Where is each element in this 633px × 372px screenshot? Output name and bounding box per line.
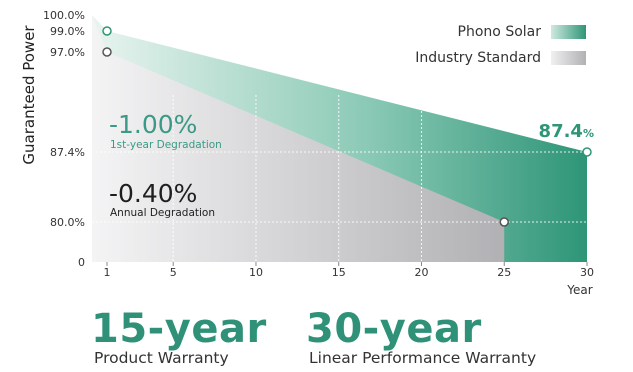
- industry-standard-year1-marker: [102, 47, 112, 57]
- end-value-unit: %: [583, 127, 594, 140]
- x-tick-label: 30: [580, 266, 594, 279]
- y-tick-label: 80.0%: [50, 216, 85, 229]
- first-year-degradation-caption: 1st-year Degradation: [110, 139, 222, 151]
- industry-standard-area: [92, 15, 505, 262]
- legend-swatch: [551, 25, 586, 39]
- x-tick-label: 25: [497, 266, 511, 279]
- y-tick-label: 87.4%: [50, 146, 85, 159]
- y-tick-label: 100.0%: [43, 9, 85, 22]
- x-tick-label: 5: [170, 266, 177, 279]
- x-tick-label: 1: [104, 266, 111, 279]
- y-tick-label: 99.0%: [50, 25, 85, 38]
- y-axis-title: Guaranteed Power: [20, 25, 38, 165]
- phono-solar-year30-marker: [582, 147, 592, 157]
- annual-degradation-caption: Annual Degradation: [110, 207, 216, 219]
- x-tick-label: 20: [414, 266, 428, 279]
- y-tick-label: 0: [78, 256, 85, 269]
- industry-standard-year25-marker: [499, 217, 509, 227]
- performance-warranty-years: 30-year: [306, 306, 482, 352]
- first-year-degradation-value: -1.00%: [109, 110, 198, 139]
- end-value-number: 87.4: [539, 121, 583, 142]
- phono-solar-year1-marker: [102, 26, 112, 36]
- x-tick-label: 10: [249, 266, 263, 279]
- legend-swatch: [551, 51, 586, 65]
- performance-warranty-label: Linear Performance Warranty: [309, 349, 537, 367]
- warranty-chart: 0 80.0% 87.4% 97.0% 99.0% 100.0% Guaranteed Po…: [20, 9, 594, 297]
- end-value-label: 87.4%: [539, 121, 594, 142]
- annual-degradation-value: -0.40%: [109, 179, 198, 208]
- legend-item-industry-standard: Industry Standard: [415, 50, 541, 66]
- product-warranty-years: 15-year: [91, 306, 267, 352]
- product-warranty-label: Product Warranty: [94, 349, 229, 367]
- x-tick-label: 15: [332, 266, 346, 279]
- x-axis-title: Year: [566, 283, 592, 297]
- y-tick-label: 97.0%: [50, 46, 85, 59]
- legend-item-phono-solar: Phono Solar: [458, 24, 542, 40]
